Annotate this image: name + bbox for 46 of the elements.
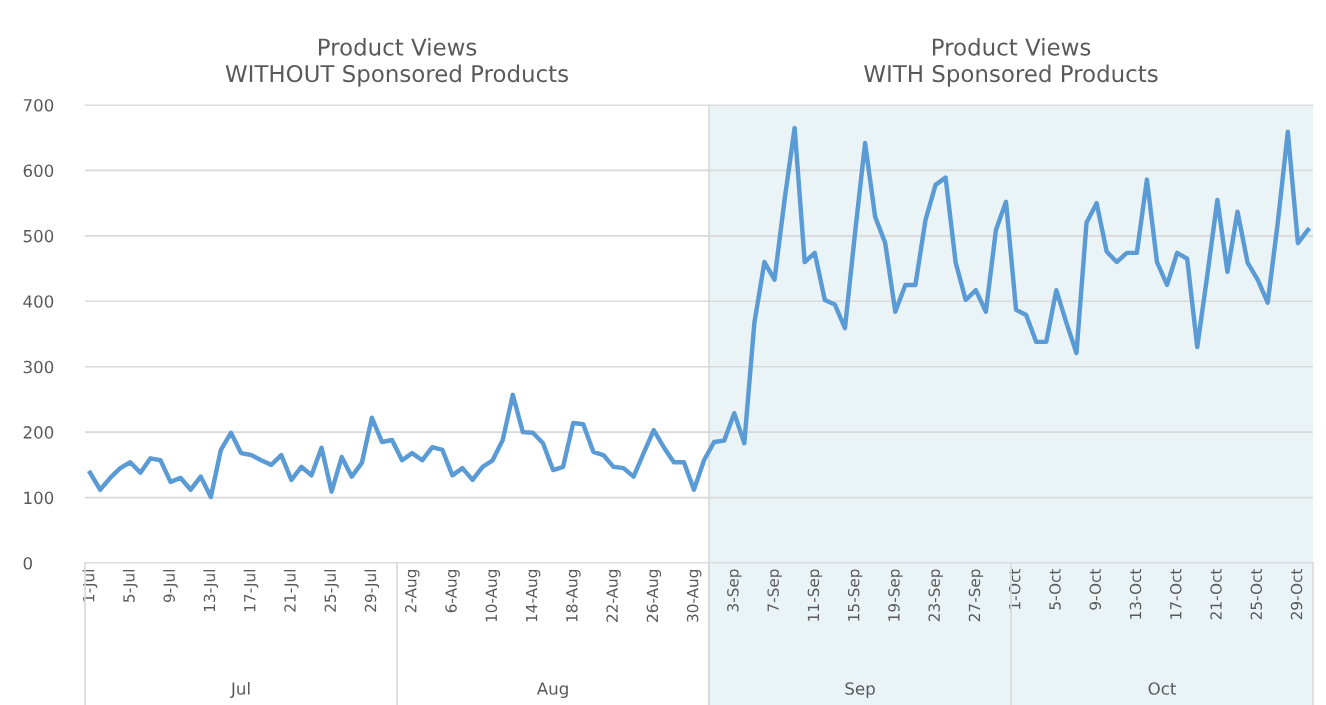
text: Aug bbox=[536, 682, 568, 699]
text: Jul bbox=[230, 681, 250, 698]
x-tick-label: 2-Aug bbox=[405, 569, 420, 613]
x-tick-label: 25-Oct bbox=[1250, 568, 1263, 620]
x-tick-label: 18-Aug bbox=[566, 569, 581, 622]
x-tick-label: 13-Jul bbox=[203, 569, 219, 612]
x-tick-label: 10-Aug bbox=[485, 569, 501, 622]
x-tick-label: 11-Sep bbox=[807, 569, 823, 621]
x-tick-label: 19-Sep bbox=[888, 569, 903, 621]
y-tick-label: 600 bbox=[23, 164, 54, 177]
x-tick-label: 21-Jul bbox=[283, 569, 299, 612]
x-tick-label: 9-Oct bbox=[1089, 568, 1102, 610]
x-tick-label: 17-Jul bbox=[243, 569, 259, 612]
line-series bbox=[87, 125, 1311, 500]
x-tick-label: 26-Aug bbox=[646, 569, 662, 622]
x-tick-label: 9-Jul bbox=[163, 569, 178, 603]
y-tick-label: 700 bbox=[23, 98, 54, 112]
x-tick-label: 1-Oct bbox=[1008, 568, 1021, 609]
x-tick-label: 14-Aug bbox=[526, 569, 541, 622]
x-tick-label: 7-Sep bbox=[767, 569, 782, 612]
x-tick-label: 1-Jul bbox=[82, 569, 98, 602]
x-tick-label: 29-Oct bbox=[1290, 568, 1303, 620]
text: Sep bbox=[845, 682, 875, 699]
x-tick-label: 5-Oct bbox=[1049, 568, 1061, 610]
y-tick-label: 100 bbox=[24, 491, 54, 505]
x-tick-label: 27-Sep bbox=[968, 569, 984, 622]
x-tick-label: 6-Aug bbox=[445, 569, 460, 613]
text: Product Views WITHOUT Sponsored Products bbox=[225, 37, 568, 87]
y-tick-label: 500 bbox=[23, 229, 54, 243]
y-tick-label: 300 bbox=[23, 360, 54, 374]
y-tick-label: 400 bbox=[23, 295, 54, 308]
x-tick-label: 3-Sep bbox=[727, 569, 742, 612]
x-tick-label: 17-Oct bbox=[1169, 568, 1182, 619]
y-tick-label: 0 bbox=[23, 556, 32, 570]
x-tick-label: 21-Oct bbox=[1210, 568, 1222, 620]
x-tick-label: 22-Aug bbox=[606, 569, 621, 622]
x-tick-label: 29-Jul bbox=[364, 569, 380, 612]
x-tick-label: 15-Sep bbox=[847, 569, 863, 621]
text: Oct bbox=[1148, 682, 1177, 695]
y-tick-label: 200 bbox=[23, 426, 54, 439]
x-tick-label: 13-Oct bbox=[1129, 568, 1142, 619]
x-tick-label: 23-Sep bbox=[928, 569, 943, 622]
band-label: Product Views WITH Sponsored Products bbox=[864, 37, 1158, 87]
x-tick-label: 25-Jul bbox=[324, 569, 339, 612]
x-tick-label: 5-Jul bbox=[122, 569, 138, 602]
x-tick-label: 30-Aug bbox=[686, 569, 702, 622]
